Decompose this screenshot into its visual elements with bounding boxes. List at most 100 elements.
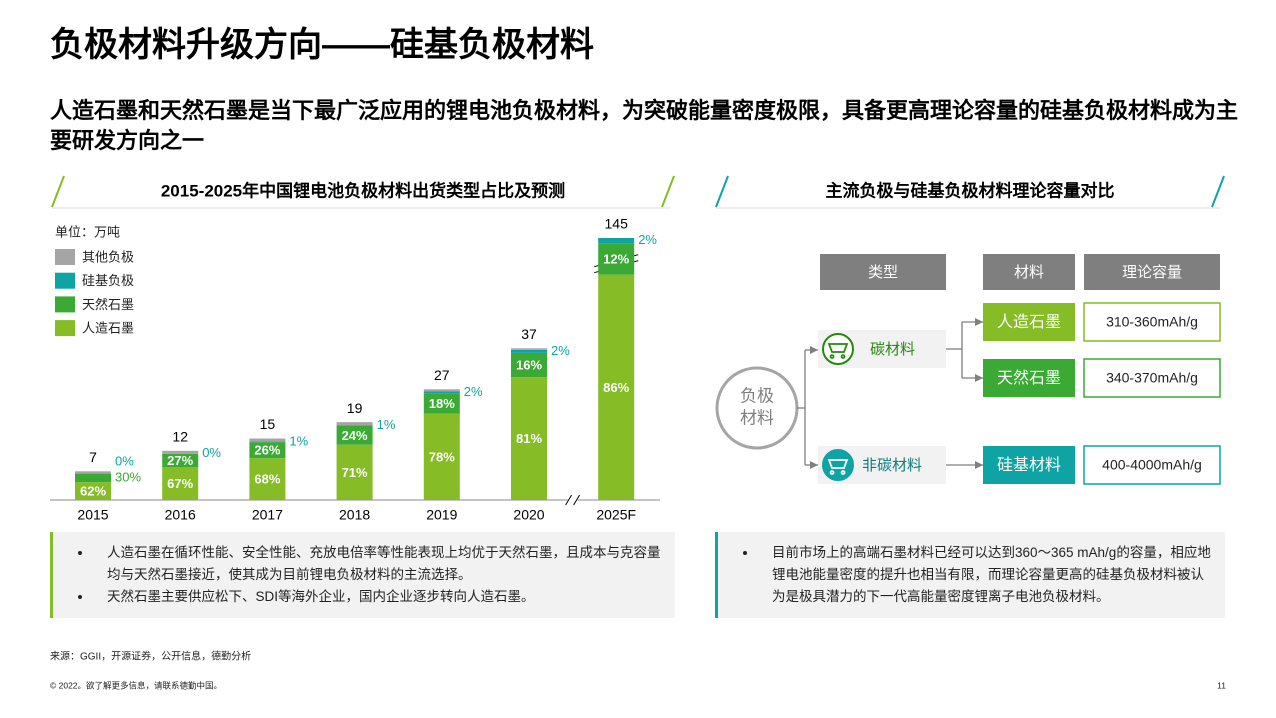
legend-swatch [55, 249, 75, 265]
note-item: 目前市场上的高端石墨材料已经可以达到360～365 mAh/g的容量，相应地锂电… [758, 542, 1211, 608]
capacity-label: 310-360mAh/g [1106, 314, 1198, 330]
arrowhead [975, 318, 983, 326]
axis-break [567, 497, 578, 503]
notes-right: 目前市场上的高端石墨材料已经可以达到360～365 mAh/g的容量，相应地锂电… [715, 532, 1225, 618]
value-label: 2% [464, 384, 483, 399]
column-header [820, 254, 946, 290]
axis-break-line [565, 494, 573, 506]
bar-segment [423, 389, 460, 392]
bar-segment [75, 473, 111, 483]
x-tick-label: 2017 [252, 507, 283, 523]
legend-label: 其他负极 [82, 249, 134, 264]
capacity-node [1083, 445, 1221, 485]
column-header-label: 类型 [868, 264, 898, 281]
header-edge [1211, 175, 1225, 208]
bar-segment [336, 425, 373, 445]
capacity-label: 400-4000mAh/g [1102, 457, 1202, 473]
value-label: 12% [603, 251, 629, 266]
total-label: 15 [260, 416, 276, 432]
value-label: 62% [80, 484, 106, 499]
value-label: 68% [254, 472, 280, 487]
total-label: 12 [172, 429, 188, 445]
unit-label: 单位：万吨 [55, 224, 120, 239]
type-label: 非碳材料 [862, 457, 922, 474]
bar-segment [75, 482, 111, 500]
legend-swatch [55, 320, 75, 337]
diagram-title: 主流负极与硅基负极材料理论容量对比 [826, 180, 1115, 200]
column-header-label: 材料 [1014, 264, 1044, 281]
total-label: 145 [605, 216, 629, 232]
bar-segment [511, 377, 547, 500]
bar-segment [423, 393, 460, 414]
header-edge [661, 175, 675, 208]
type-icon [822, 333, 854, 365]
header-edge [51, 175, 65, 208]
slide-title: 负极材料升级方向——硅基负极材料 [50, 26, 594, 64]
value-label: 81% [516, 431, 542, 446]
value-label: 2% [638, 232, 657, 247]
x-tick-label: 2020 [513, 507, 544, 523]
legend-label: 人造石墨 [82, 321, 134, 336]
left-header: 2015-2025年中国锂电池负极材料出货类型占比及预测 [51, 175, 675, 209]
page-number: 11 [1217, 680, 1226, 690]
capacity-node [1083, 358, 1221, 398]
material-node [983, 303, 1075, 341]
bar-segment [423, 413, 460, 500]
bar-segment [336, 422, 373, 426]
note-item: 人造石墨在循环性能、安全性能、充放电倍率等性能表现上均优于天然石墨，且成本与克容… [93, 542, 661, 586]
root-label: 负极 [740, 386, 774, 405]
legend-label: 天然石墨 [82, 297, 134, 312]
legend-swatch [55, 296, 75, 313]
arrowhead [975, 461, 983, 469]
x-tick-label: 2019 [426, 507, 457, 523]
value-label: 1% [289, 433, 308, 448]
bar-segment [598, 238, 635, 244]
bar-segment [75, 471, 111, 474]
bar-segment [511, 352, 547, 378]
x-tick-label: 2016 [165, 507, 196, 523]
material-node [983, 446, 1075, 484]
x-tick-label: 2018 [339, 507, 370, 523]
bar-segment [249, 442, 286, 459]
header-edge [715, 175, 729, 208]
bar-segment [249, 441, 286, 443]
chart-title: 2015-2025年中国锂电池负极材料出货类型占比及预测 [161, 180, 565, 200]
bar-segment [511, 349, 547, 353]
bar-segment [423, 391, 460, 394]
column-header [983, 254, 1075, 290]
type-icon [822, 449, 854, 481]
notes-left: 人造石墨在循环性能、安全性能、充放电倍率等性能表现上均优于天然石墨，且成本与克容… [50, 532, 675, 618]
material-label: 硅基材料 [997, 456, 1061, 474]
bar-segment [511, 348, 547, 350]
material-label: 天然石墨 [997, 369, 1061, 387]
total-label: 27 [434, 367, 450, 383]
value-label: 30% [115, 469, 141, 484]
cart-icon [827, 343, 849, 359]
column-header [1084, 254, 1220, 290]
arrowhead [810, 461, 818, 469]
value-label: 24% [342, 428, 368, 443]
material-label: 人造石墨 [997, 313, 1061, 331]
total-label: 19 [347, 400, 363, 416]
bar-segment [162, 467, 199, 500]
value-label: 1% [377, 417, 396, 432]
note-item: 天然石墨主要供应松下、SDI等海外企业，国内企业逐步转向人造石墨。 [93, 586, 661, 608]
material-node [983, 359, 1075, 397]
value-label: 0% [202, 445, 221, 460]
source: 来源：GGII，开源证券，公开信息，德勤分析 [50, 650, 251, 663]
value-label: 78% [429, 449, 455, 464]
value-label: 18% [429, 396, 455, 411]
right-header: 主流负极与硅基负极材料理论容量对比 [715, 175, 1225, 209]
arrowhead [810, 346, 818, 354]
bar-segment [336, 444, 373, 500]
value-label: 16% [516, 357, 542, 372]
x-tick-label: 2025F [596, 507, 636, 523]
bar-segment [162, 453, 199, 468]
bar-chart: 62%30%0%7201567%27%0%12201668%26%1%15201… [55, 216, 657, 523]
legend-label: 硅基负极 [82, 273, 134, 288]
value-label: 2% [551, 343, 570, 358]
footer: © 2022。欲了解更多信息，请联系德勤中国。 [50, 680, 222, 690]
